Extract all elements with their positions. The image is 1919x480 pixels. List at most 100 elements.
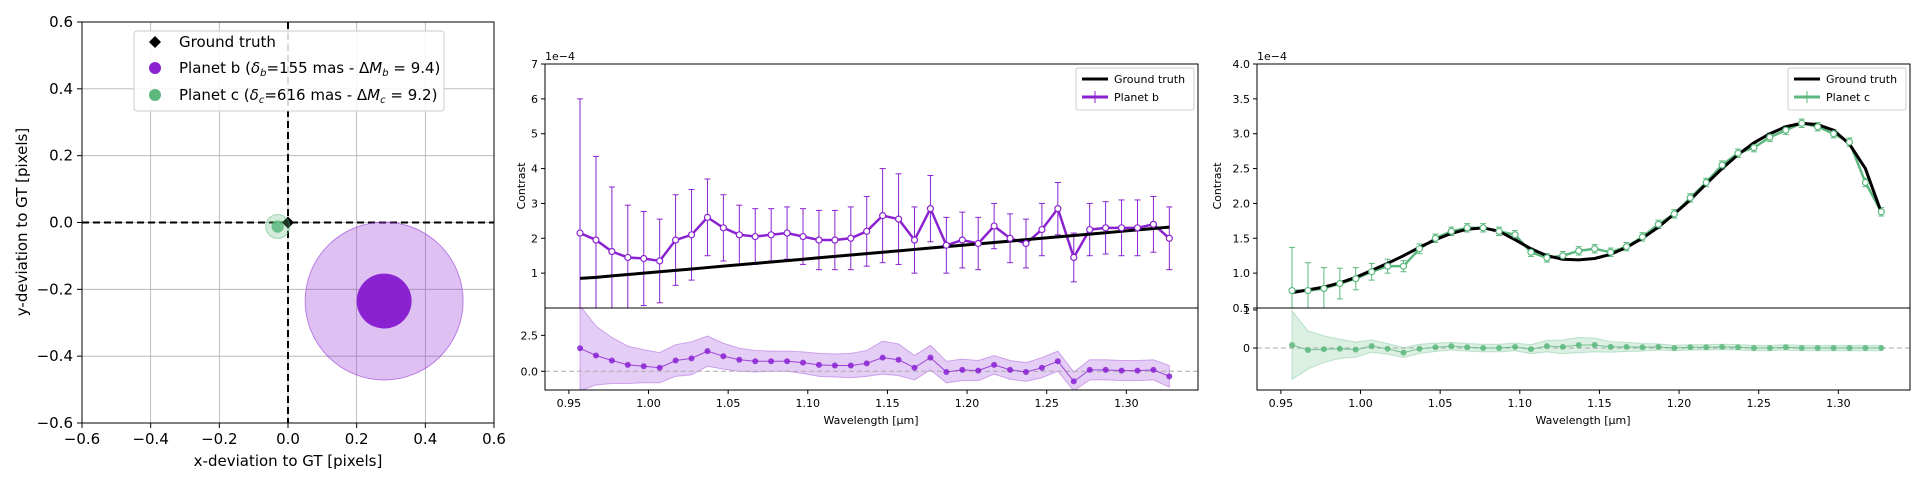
spectrum-c-residual-frame — [1256, 307, 1911, 391]
x-tick-label: 0.0 — [276, 430, 300, 448]
planet-data-point — [1750, 144, 1758, 152]
planet-data-point — [735, 231, 743, 239]
spectrum-b-xlabel: Wavelength [μm] — [823, 414, 918, 427]
uncertainty-inner-circle — [271, 220, 284, 233]
planet-data-point — [703, 213, 712, 221]
ground-truth-line — [1291, 121, 1883, 295]
x-tick-label: 1.00 — [636, 397, 661, 410]
residual-point — [1480, 345, 1487, 352]
planet-data-point — [894, 215, 903, 223]
y-tick-label: −0.6 — [37, 414, 73, 432]
planet-data-point — [1165, 234, 1173, 242]
planet-data-point — [847, 234, 855, 242]
legend-c-label: Planet c (δc=616 mas - ΔMc = 9.2) — [179, 86, 437, 106]
residual-point — [1432, 344, 1439, 351]
planet-data-point — [1702, 178, 1710, 187]
x-tick-label: 1.10 — [1508, 397, 1533, 410]
residual-point — [1070, 378, 1077, 385]
x-tick-label: 0.4 — [413, 430, 437, 448]
spectrum-c-xlabel: Wavelength [μm] — [1535, 414, 1630, 427]
residual-point — [1118, 367, 1125, 374]
planet-data-point — [926, 205, 935, 213]
residual-point — [624, 361, 631, 368]
y-tick-label: 0.4 — [49, 80, 73, 98]
spectrum-c-panel: 0.5 1.0 1.5 2.0 2.5 3.0 3.5 4.0 0 1 0.95 1.00 1.05 1.… — [1211, 50, 1911, 427]
spectrum-c-residual-marks — [1257, 309, 1910, 381]
residual-point — [592, 352, 599, 359]
residual-point — [1464, 344, 1471, 351]
residual-point — [1559, 343, 1566, 350]
residual-point — [1830, 345, 1837, 352]
planet-data-point — [1527, 248, 1535, 256]
planet-data-point — [1670, 210, 1678, 218]
residual-point — [1368, 343, 1375, 350]
x-tick-label: 0.95 — [557, 397, 582, 410]
residual-point — [1623, 343, 1630, 350]
residual-point — [959, 366, 966, 373]
planet-data-point — [1086, 225, 1094, 234]
planet-data-point — [1463, 224, 1471, 232]
planet-data-point — [1591, 245, 1599, 253]
residual-point — [1703, 344, 1710, 351]
y-tick-label: −0.4 — [37, 347, 73, 365]
astrometry-ticks: −0.6−0.6 −0.4 −0.4 −0.2 −0.2 0.0 0.0 0.2 0.2 0.4 0… — [37, 13, 506, 448]
residual-point — [1400, 349, 1407, 356]
x-tick-label: 0.6 — [482, 430, 506, 448]
y-tick-label: 4 — [531, 163, 538, 176]
planet-data-point — [671, 236, 680, 244]
planet-data-point — [1861, 178, 1870, 187]
residual-point — [784, 358, 791, 365]
spectrum-b-main-marks — [576, 98, 1173, 308]
spectrum-c-legend: Ground truth Planet c — [1787, 67, 1907, 111]
y-tick-label: 4.0 — [1233, 58, 1251, 71]
planet-data-point — [974, 239, 982, 248]
astrometry-panel: −0.6−0.6 −0.4 −0.4 −0.2 −0.2 0.0 0.0 0.2 0.2 0.4 0… — [13, 13, 506, 470]
residual-point — [1719, 343, 1726, 350]
y-tick-label: 1.0 — [1233, 267, 1251, 280]
planet-data-point — [1320, 284, 1328, 293]
planet-data-point — [990, 222, 998, 230]
planet-data-point — [1638, 233, 1647, 241]
residual-point — [768, 358, 775, 365]
residual-point — [577, 345, 584, 352]
spectrum-c-main-marks — [1288, 118, 1885, 308]
planet-data-point — [719, 224, 727, 232]
residual-y-tick-label: 0.0 — [521, 365, 539, 378]
y-tick-label: 0.2 — [49, 147, 73, 165]
legend-c-label: Planet c — [1826, 91, 1870, 104]
planet-data-point — [1877, 208, 1885, 216]
residual-point — [1734, 344, 1741, 351]
planet-data-point — [799, 232, 807, 241]
spectrum-c-offset-text: 1e−4 — [1257, 50, 1287, 63]
residual-point — [1496, 345, 1503, 352]
residual-point — [720, 353, 727, 360]
x-tick-label: 1.30 — [1114, 397, 1139, 410]
residual-point — [1766, 345, 1773, 352]
residual-point — [1320, 346, 1327, 353]
residual-point — [1543, 343, 1550, 350]
astrometry-marks — [82, 22, 494, 423]
planet-data-point — [910, 236, 919, 244]
spectrum-b-panel: 1 2 3 4 5 6 7 0.0 2.5 0.95 1.00 1.05 1.10 1.15 1.20 1.2… — [515, 50, 1199, 427]
planet-data-point — [942, 241, 950, 249]
y-tick-label: 3.0 — [1233, 128, 1251, 141]
residual-point — [1304, 346, 1311, 353]
planet-data-point — [767, 231, 775, 239]
residual-point — [640, 363, 647, 370]
residual-uncertainty-band — [579, 308, 1170, 390]
residual-y-tick-label: 2.5 — [521, 329, 539, 342]
planet-data-point — [1798, 119, 1806, 127]
residual-point — [1846, 345, 1853, 352]
planet-data-point — [1006, 234, 1014, 242]
x-tick-label: 1.15 — [875, 397, 900, 410]
astrometry-ylabel: y-deviation to GT [pixels] — [13, 128, 31, 316]
planet-data-point — [1686, 194, 1694, 202]
residual-point — [895, 356, 902, 363]
legend-gt-label: Ground truth — [1826, 73, 1897, 86]
y-tick-label: −0.2 — [37, 280, 73, 298]
x-tick-label: 1.25 — [1746, 397, 1771, 410]
planet-data-point — [1102, 224, 1110, 232]
y-tick-label: 1.5 — [1233, 232, 1251, 245]
residual-point — [1134, 367, 1141, 374]
